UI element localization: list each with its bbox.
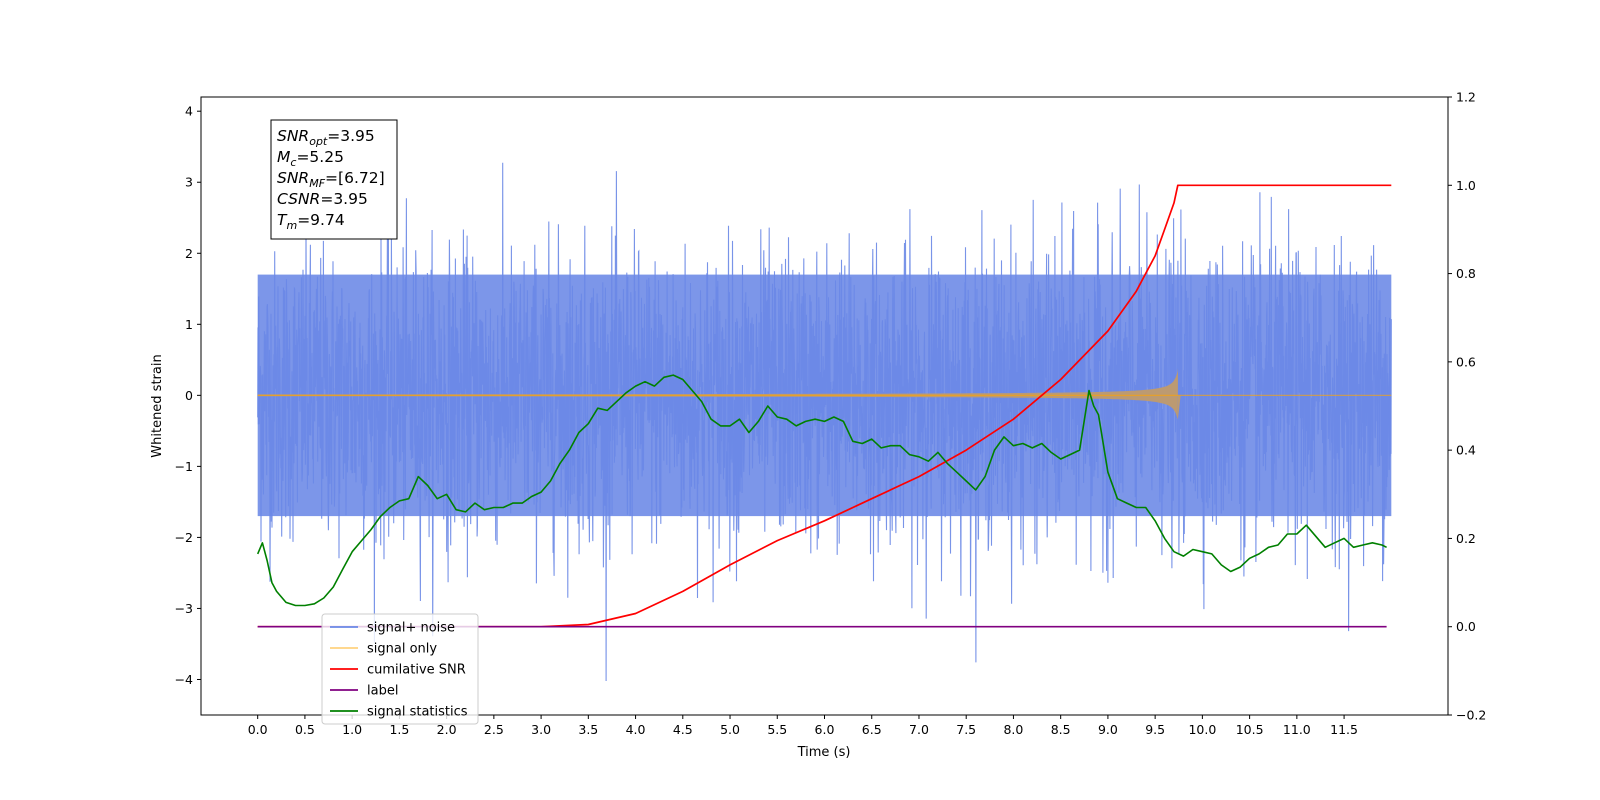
x-tick-label: 0.5 — [295, 722, 315, 737]
legend-label: label — [367, 684, 398, 699]
x-tick-label: 5.0 — [720, 722, 740, 737]
x-tick-label: 6.0 — [815, 722, 835, 737]
y-left-tick-label: 3 — [185, 175, 193, 190]
plot-area — [256, 162, 1392, 682]
y-right-tick-label: 0.6 — [1456, 354, 1476, 369]
x-tick-label: 4.5 — [673, 722, 693, 737]
x-tick-label: 1.0 — [342, 722, 362, 737]
y-right-tick-label: 0.8 — [1456, 266, 1476, 281]
info-line-subscript: MF — [309, 177, 325, 190]
info-line: Tm=9.74 — [277, 211, 345, 232]
x-tick-label: 9.5 — [1145, 722, 1165, 737]
x-tick-label: 6.5 — [862, 722, 882, 737]
info-line-value: =9.74 — [297, 211, 345, 229]
info-line-symbol: CSNR — [277, 190, 320, 208]
info-line: SNRMF=[6.72] — [277, 169, 385, 190]
y-left-tick-label: −2 — [175, 530, 193, 545]
x-tick-label: 3.0 — [531, 722, 551, 737]
x-tick-label: 8.0 — [1003, 722, 1023, 737]
x-tick-label: 10.5 — [1236, 722, 1264, 737]
x-tick-label: 2.0 — [437, 722, 457, 737]
x-tick-label: 9.0 — [1098, 722, 1118, 737]
y-left-tick-label: 4 — [185, 104, 193, 119]
y-left-tick-label: 2 — [185, 246, 193, 261]
y-left-tick-label: 1 — [185, 317, 193, 332]
x-axis-title: Time (s) — [797, 745, 851, 760]
info-line-value: =3.95 — [320, 190, 368, 208]
y-left-tick-label: −1 — [175, 459, 193, 474]
parameter-info-box: SNRopt=3.95Mc=5.25SNRMF=[6.72]CSNR=3.95T… — [270, 119, 398, 240]
x-tick-label: 1.5 — [389, 722, 409, 737]
x-axis: 0.0 0.5 1.0 1.5 2.0 2.5 3.0 3.5 4.0 4.5 5.0 5.5 6.0 6… — [248, 715, 1358, 737]
x-tick-label: 11.5 — [1330, 722, 1358, 737]
x-tick-label: 7.5 — [956, 722, 976, 737]
legend: signal+ noise signal only cumilative SNR la… — [321, 613, 479, 725]
x-tick-label: 10.0 — [1188, 722, 1216, 737]
info-line-subscript: opt — [309, 135, 328, 148]
legend-label: cumilative SNR — [367, 663, 466, 678]
info-line-subscript: c — [290, 156, 296, 169]
x-tick-label: 7.0 — [909, 722, 929, 737]
x-tick-label: 0.0 — [248, 722, 268, 737]
y-axis-right: 1.2 1.0 0.8 0.6 0.4 0.2 0.0 −0.2 — [1448, 90, 1486, 723]
y-right-tick-label: 0.4 — [1456, 443, 1476, 458]
legend-label: signal only — [367, 642, 437, 657]
x-tick-label: 2.5 — [484, 722, 504, 737]
legend-label: signal+ noise — [367, 621, 455, 636]
y-axis-left: 4 3 2 1 0 −1 −2 −3 −4 — [175, 104, 201, 687]
legend-frame — [321, 613, 479, 725]
x-tick-label: 4.0 — [626, 722, 646, 737]
info-line-symbol: SNR — [277, 169, 309, 187]
info-line-value: =[6.72] — [325, 169, 385, 187]
info-line: SNRopt=3.95 — [277, 127, 375, 148]
y-left-tick-label: 0 — [185, 388, 193, 403]
y-right-tick-label: 0.2 — [1456, 531, 1476, 546]
info-line: Mc=5.25 — [277, 148, 344, 169]
info-line: CSNR=3.95 — [277, 190, 368, 208]
info-line-symbol: M — [277, 148, 290, 166]
y-right-tick-label: 0.0 — [1456, 619, 1476, 634]
y-right-tick-label: 1.0 — [1456, 178, 1476, 193]
y-left-tick-label: −4 — [175, 672, 193, 687]
y-left-tick-label: −3 — [175, 601, 193, 616]
info-line-value: =3.95 — [327, 127, 375, 145]
signal-statistics-series — [256, 374, 1387, 607]
x-tick-label: 5.5 — [767, 722, 787, 737]
info-line-symbol: SNR — [277, 127, 309, 145]
legend-label: signal statistics — [367, 705, 468, 720]
info-line-symbol: T — [277, 211, 288, 229]
info-line-subscript: m — [286, 219, 297, 232]
y-right-tick-label: 1.2 — [1456, 90, 1476, 105]
y-right-tick-label: −0.2 — [1456, 708, 1486, 723]
x-tick-label: 3.5 — [578, 722, 598, 737]
info-line-value: =5.25 — [296, 148, 344, 166]
cumulative-snr-series — [257, 184, 1392, 628]
y-axis-left-title: Whitened strain — [150, 354, 165, 457]
signal-only-merger-spike — [1174, 368, 1181, 420]
x-tick-label: 8.5 — [1051, 722, 1071, 737]
x-tick-label: 11.0 — [1283, 722, 1311, 737]
info-box-frame — [270, 119, 398, 240]
